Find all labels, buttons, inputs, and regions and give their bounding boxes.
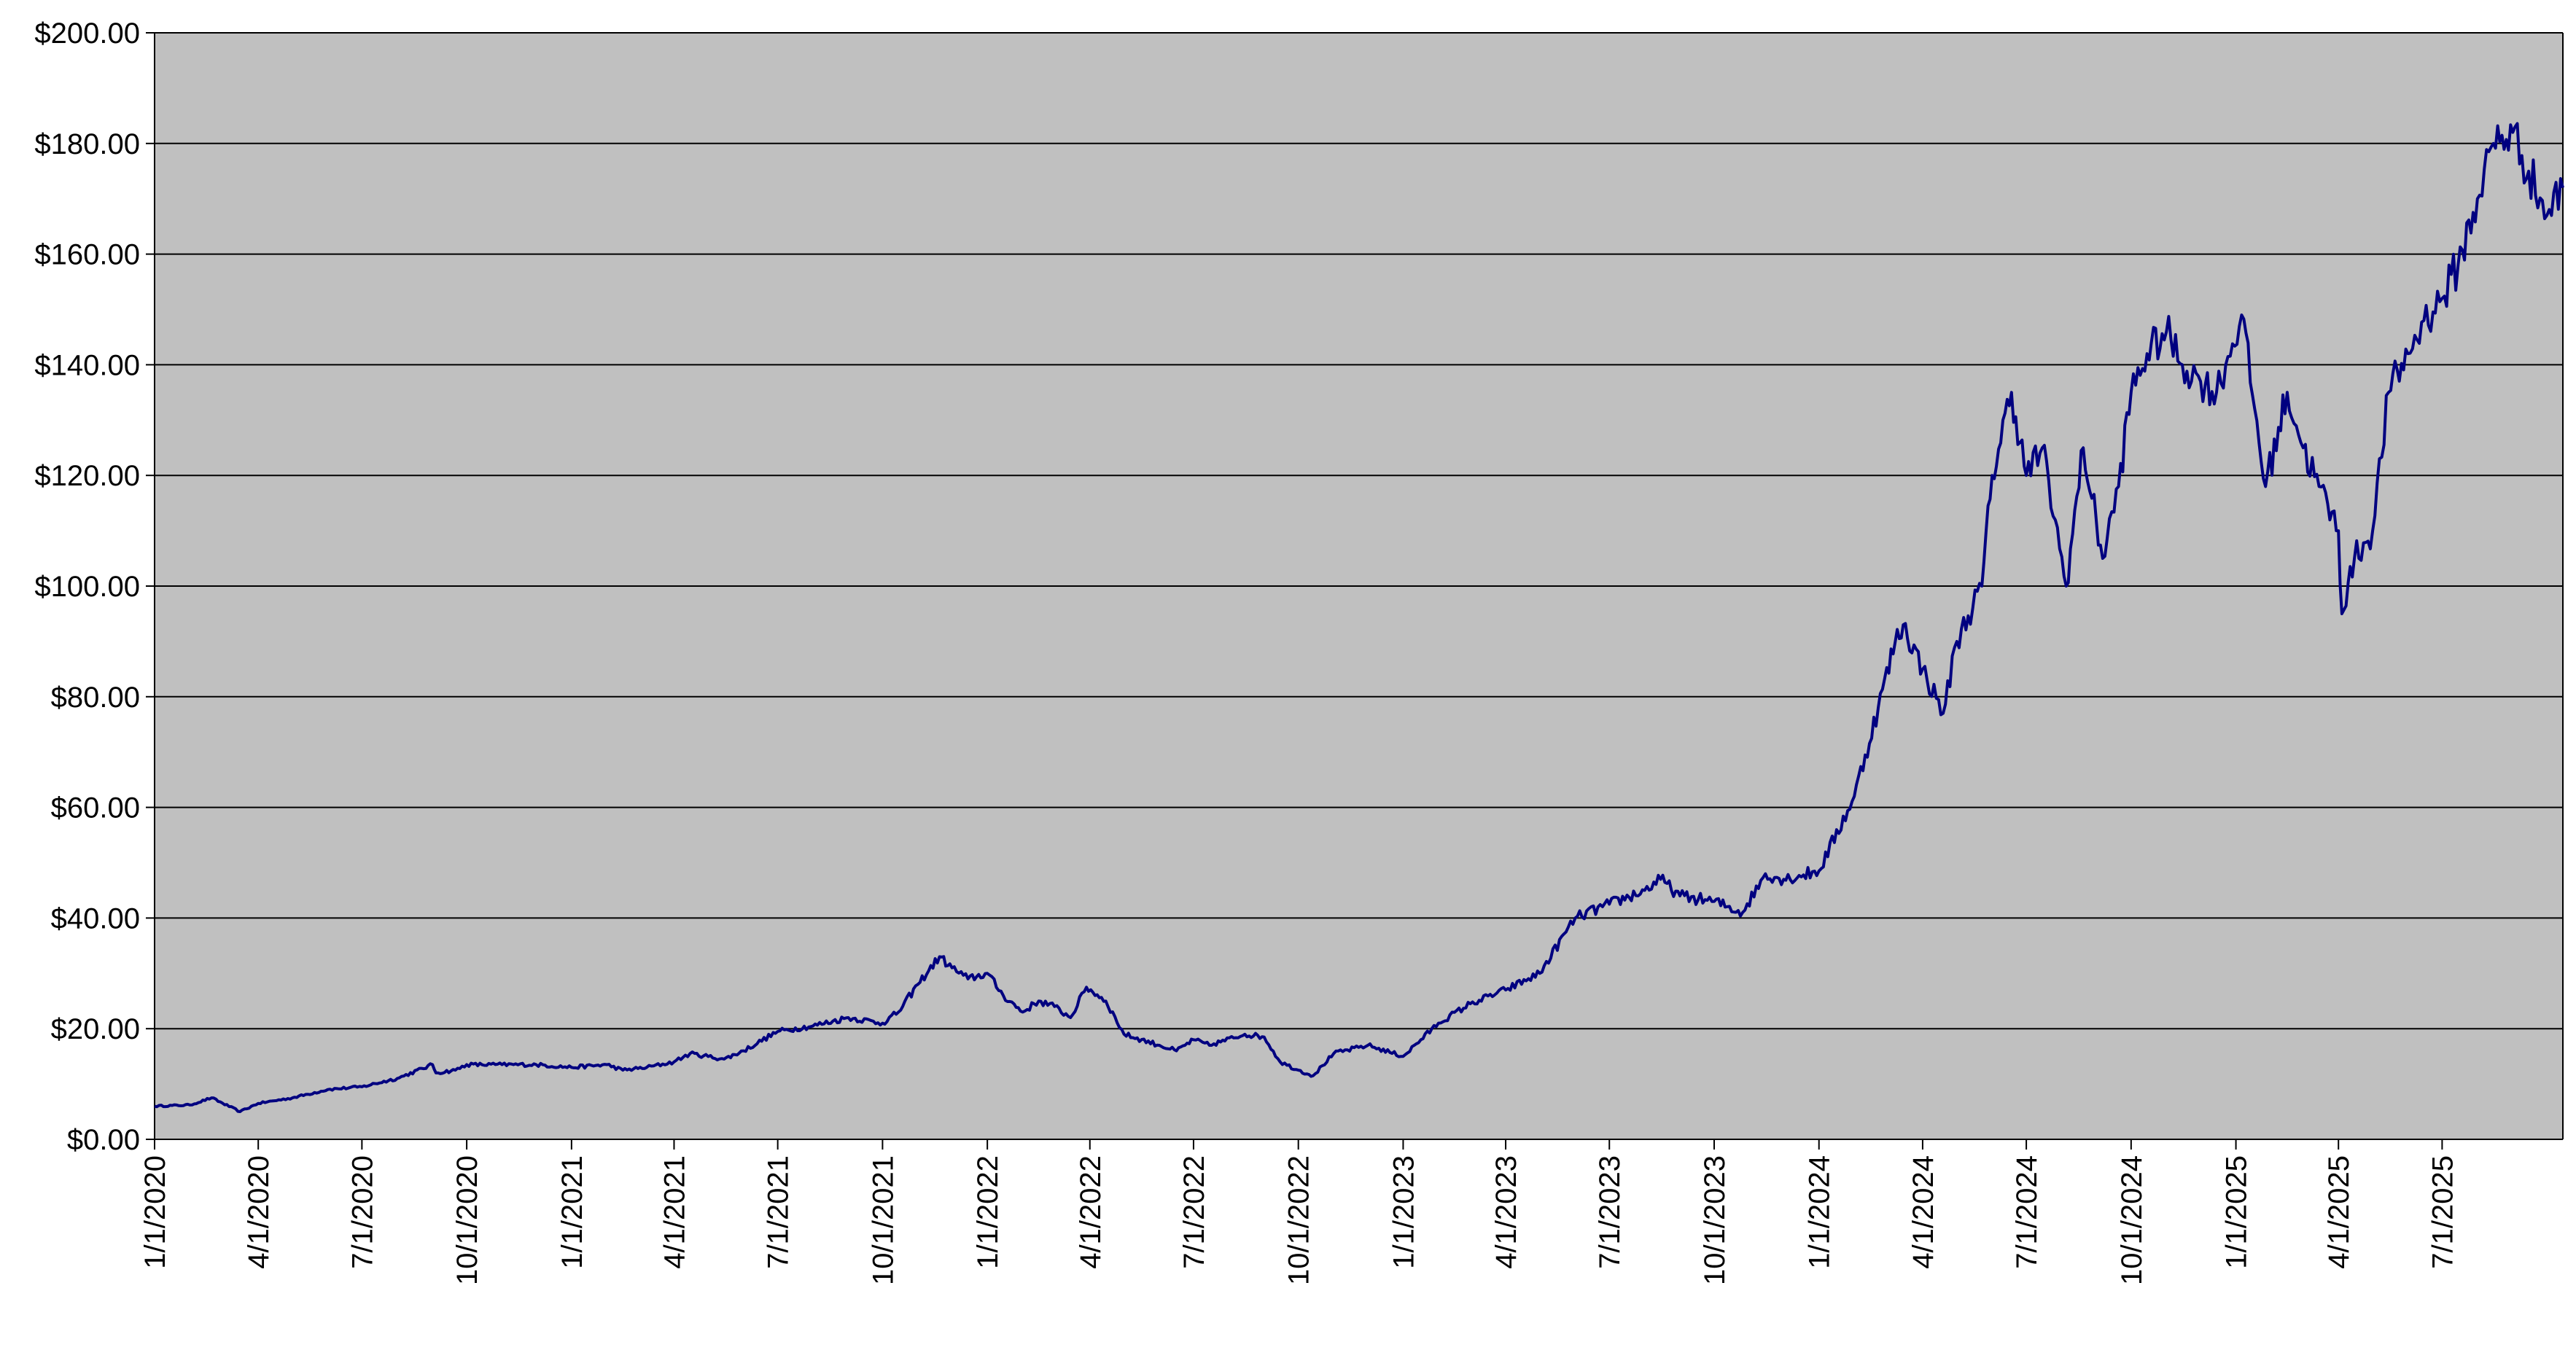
y-tick-label: $0.00	[67, 1124, 140, 1156]
x-tick-label: 1/1/2021	[556, 1155, 588, 1269]
x-tick-label: 4/1/2020	[243, 1155, 275, 1269]
x-axis-tick-labels: 1/1/2020 4/1/2020 7/1/2020 10/1/2020 1/1/202…	[139, 1139, 2459, 1285]
y-tick-label: $60.00	[51, 792, 140, 824]
y-tick-label: $20.00	[51, 1013, 140, 1045]
x-tick-label: 4/1/2025	[2323, 1155, 2355, 1269]
x-tick-label: 10/1/2022	[1283, 1155, 1315, 1285]
x-tick-label: 7/1/2020	[346, 1155, 378, 1269]
x-tick-label: 10/1/2021	[867, 1155, 899, 1285]
x-tick-label: 1/1/2023	[1388, 1155, 1420, 1269]
x-tick-label: 1/1/2020	[139, 1155, 171, 1269]
y-tick-label: $140.00	[34, 349, 140, 381]
y-tick-label: $40.00	[51, 902, 140, 935]
x-tick-label: 7/1/2021	[763, 1155, 795, 1269]
series-line	[154, 122, 2564, 1113]
y-tick-label: $100.00	[34, 571, 140, 603]
series-group	[154, 122, 2564, 1113]
y-tick-label: $80.00	[51, 682, 140, 714]
y-tick-label: $180.00	[34, 128, 140, 160]
y-tick-label: $200.00	[34, 17, 140, 50]
x-tick-label: 4/1/2021	[658, 1155, 690, 1269]
x-tick-label: 4/1/2023	[1490, 1155, 1522, 1269]
x-tick-label: 10/1/2024	[2116, 1155, 2148, 1285]
x-tick-label: 10/1/2023	[1699, 1155, 1731, 1285]
x-tick-label: 1/1/2022	[972, 1155, 1004, 1269]
y-tick-label: $120.00	[34, 460, 140, 492]
x-tick-label: 7/1/2022	[1178, 1155, 1210, 1269]
x-tick-label: 4/1/2022	[1075, 1155, 1107, 1269]
x-tick-label: 4/1/2024	[1907, 1155, 1939, 1269]
x-tick-label: 10/1/2020	[451, 1155, 483, 1285]
y-tick-label: $160.00	[34, 239, 140, 271]
x-tick-label: 7/1/2023	[1594, 1155, 1626, 1269]
x-tick-label: 7/1/2024	[2011, 1155, 2043, 1269]
x-tick-label: 7/1/2025	[2427, 1155, 2459, 1269]
x-tick-label: 1/1/2025	[2221, 1155, 2253, 1269]
y-axis-tick-labels: $0.00 $20.00 $40.00 $60.00 $80.00 $100.00 $120…	[34, 17, 155, 1156]
x-tick-label: 1/1/2024	[1804, 1155, 1836, 1269]
